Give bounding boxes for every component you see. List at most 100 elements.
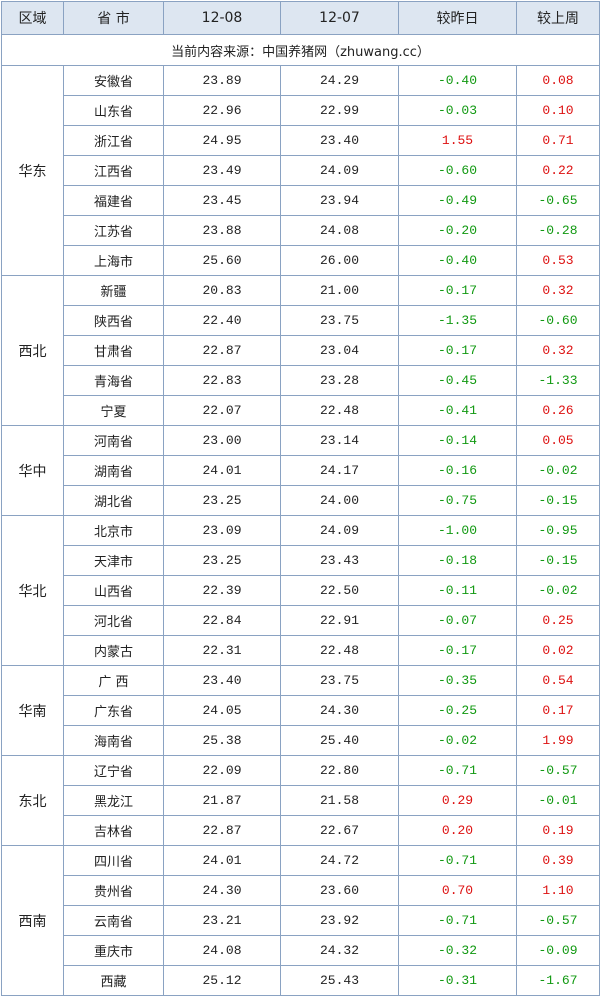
price-cell: 23.94	[280, 185, 399, 216]
data-row: 上海市 25.60 26.00 -0.40 0.53	[2, 245, 600, 276]
province: 黑龙江	[63, 785, 164, 816]
price-cell: 25.60	[163, 245, 281, 276]
data-row: 西北 新疆 20.83 21.00 -0.17 0.32	[1, 275, 600, 426]
price-cell: 23.09	[163, 515, 281, 546]
price-cell: -0.40	[398, 245, 517, 276]
data-row: 西南 四川省 24.01 24.72 -0.71 0.39	[1, 845, 600, 996]
price-cell: -0.02	[516, 575, 600, 606]
data-row: 贵州省 24.30 23.60 0.70 1.10	[2, 875, 600, 906]
price-cell: -0.11	[398, 575, 517, 606]
price-cell: -0.31	[398, 965, 517, 996]
price-cell: 0.54	[516, 665, 600, 696]
price-cell: 22.07	[163, 395, 281, 426]
price-cell: 24.09	[280, 515, 399, 546]
price-cell: 0.71	[516, 125, 600, 156]
region: 华北	[1, 515, 64, 666]
province: 湖南省	[63, 455, 164, 486]
data-row: 华中 河南省 23.00 23.14 -0.14 0.05	[1, 425, 600, 516]
province: 重庆市	[63, 935, 164, 966]
price-cell: 1.99	[516, 725, 600, 756]
price-cell: -0.02	[398, 725, 517, 756]
price-cell: -1.00	[398, 515, 517, 546]
price-cell: -0.25	[398, 695, 517, 726]
price-cell: -0.17	[398, 335, 517, 366]
price-cell: -0.09	[516, 935, 600, 966]
data-row: 江苏省 23.88 24.08 -0.20 -0.28	[2, 215, 600, 246]
province: 山西省	[63, 575, 164, 606]
province: 甘肃省	[63, 335, 164, 366]
price-cell: 24.05	[163, 695, 281, 726]
region: 华南	[1, 665, 64, 756]
price-cell: 22.40	[163, 305, 281, 336]
price-cell: -0.57	[516, 755, 600, 786]
price-cell: 24.30	[280, 695, 399, 726]
price-cell: 21.00	[280, 275, 399, 306]
province: 西藏	[63, 965, 164, 996]
price-cell: 0.10	[516, 95, 600, 126]
price-cell: 22.99	[280, 95, 399, 126]
data-row: 浙江省 24.95 23.40 1.55 0.71	[2, 125, 600, 156]
price-cell: -0.15	[516, 545, 600, 576]
price-cell: 25.38	[163, 725, 281, 756]
price-cell: 22.96	[163, 95, 281, 126]
province: 宁夏	[63, 395, 164, 426]
province: 辽宁省	[63, 755, 164, 786]
region: 华中	[1, 425, 64, 516]
price-cell: 24.01	[163, 845, 281, 876]
price-cell: -1.67	[516, 965, 600, 996]
province: 山东省	[63, 95, 164, 126]
price-cell: 0.70	[398, 875, 517, 906]
price-cell: -0.41	[398, 395, 517, 426]
price-cell: -0.03	[398, 95, 517, 126]
header-row: 区域省 市 12-08 12-07 较昨日 较上周	[1, 1, 600, 35]
price-cell: 22.80	[280, 755, 399, 786]
price-cell: -0.60	[398, 155, 517, 186]
price-cell: 23.28	[280, 365, 399, 396]
price-cell: 23.21	[163, 905, 281, 936]
data-row: 天津市 23.25 23.43 -0.18 -0.15	[2, 545, 600, 576]
province: 新疆	[63, 275, 164, 306]
price-cell: 0.08	[516, 65, 600, 96]
data-row: 福建省 23.45 23.94 -0.49 -0.65	[2, 185, 600, 216]
price-cell: 0.02	[516, 635, 600, 666]
price-cell: 23.40	[163, 665, 281, 696]
region: 西北	[1, 275, 64, 426]
province: 广 西	[63, 665, 164, 696]
price-cell: -0.71	[398, 755, 517, 786]
price-cell: 0.29	[398, 785, 517, 816]
province: 河北省	[63, 605, 164, 636]
price-cell: 0.25	[516, 605, 600, 636]
price-cell: 0.17	[516, 695, 600, 726]
price-cell: -0.35	[398, 665, 517, 696]
price-cell: 23.43	[280, 545, 399, 576]
data-row: 广东省 24.05 24.30 -0.25 0.17	[2, 695, 600, 726]
header-cell: 12-08	[163, 1, 281, 35]
header-cell: 较上周	[516, 1, 600, 35]
price-cell: 23.92	[280, 905, 399, 936]
table-body: 当前内容来源：中国养猪网（zhuwang.cc） 华东 安徽省 23.89 24.29…	[1, 34, 600, 996]
price-cell: 24.29	[280, 65, 399, 96]
price-cell: 0.20	[398, 815, 517, 846]
price-cell: -0.17	[398, 275, 517, 306]
price-cell: -0.71	[398, 845, 517, 876]
price-cell: 23.88	[163, 215, 281, 246]
price-cell: -0.17	[398, 635, 517, 666]
price-cell: -0.40	[398, 65, 517, 96]
price-cell: 23.25	[163, 485, 281, 516]
data-row: 东北 辽宁省 22.09 22.80 -0.71 -0.57	[1, 755, 600, 846]
header-cell: 区域	[1, 1, 64, 35]
price-cell: 24.00	[280, 485, 399, 516]
price-cell: 20.83	[163, 275, 281, 306]
price-cell: -0.28	[516, 215, 600, 246]
province: 上海市	[63, 245, 164, 276]
province: 天津市	[63, 545, 164, 576]
price-cell: 23.14	[280, 425, 399, 456]
price-cell: 24.09	[280, 155, 399, 186]
province: 江苏省	[63, 215, 164, 246]
price-cell: -0.07	[398, 605, 517, 636]
price-cell: 22.31	[163, 635, 281, 666]
price-cell: 22.91	[280, 605, 399, 636]
price-cell: 22.39	[163, 575, 281, 606]
